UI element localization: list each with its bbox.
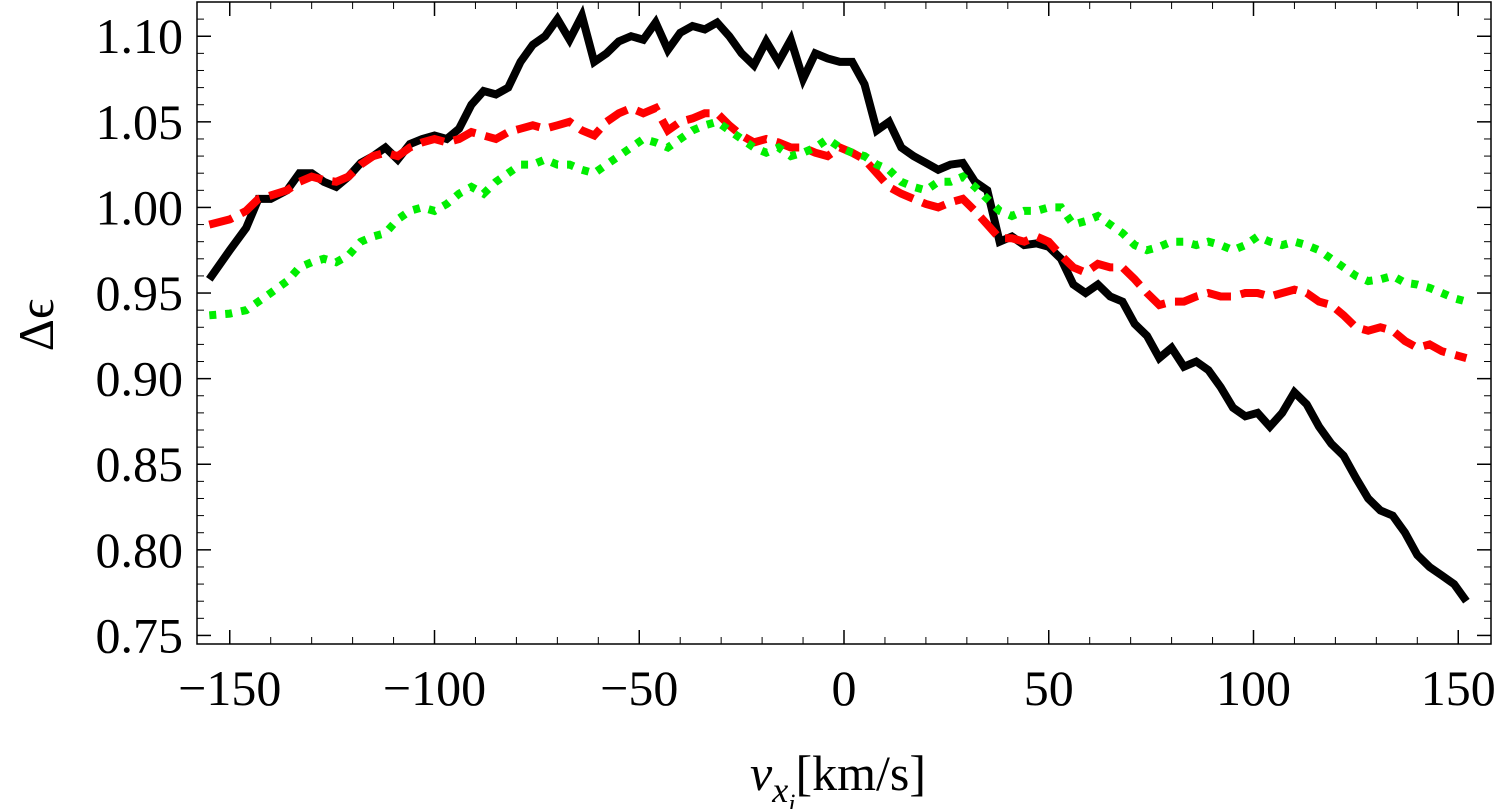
x-tick-label: 50 bbox=[1024, 660, 1074, 716]
y-axis-label: Δϵ bbox=[8, 299, 64, 351]
x-tick-label: 100 bbox=[1216, 660, 1291, 716]
x-axis-label-sub1: x bbox=[771, 770, 788, 809]
tick-marks bbox=[197, 2, 1491, 644]
x-axis-label-unit: [km/s] bbox=[795, 745, 926, 801]
x-tick-label: −50 bbox=[600, 660, 678, 716]
y-tick-label: 0.80 bbox=[96, 522, 184, 578]
tick-labels: −150 −100 −50 0 50 100 150 0.75 0.80 0.85 0.90 0.95… bbox=[96, 8, 1495, 716]
x-tick-label: 150 bbox=[1421, 660, 1495, 716]
x-axis-label-sub2: i bbox=[788, 789, 795, 809]
series-line-green-dotted bbox=[208, 117, 1468, 320]
x-axis-label-main: v bbox=[750, 745, 773, 801]
series-lines bbox=[206, 4, 1470, 604]
plot-frame bbox=[196, 1, 1492, 645]
series-line-black-solid bbox=[206, 4, 1470, 604]
series-line-red-dashed bbox=[208, 103, 1468, 362]
y-tick-label: 0.85 bbox=[96, 436, 184, 492]
x-axis-label: vxi[km/s] bbox=[750, 745, 926, 809]
x-tick-label: −150 bbox=[178, 660, 281, 716]
y-tick-label: 0.75 bbox=[96, 607, 184, 663]
y-tick-label: 0.90 bbox=[96, 351, 184, 407]
x-tick-label: 0 bbox=[832, 660, 857, 716]
y-tick-label: 1.05 bbox=[96, 94, 184, 150]
x-tick-label: −100 bbox=[383, 660, 486, 716]
y-tick-label: 1.10 bbox=[96, 8, 184, 64]
y-tick-label: 0.95 bbox=[96, 265, 184, 321]
y-tick-label: 1.00 bbox=[96, 179, 184, 235]
